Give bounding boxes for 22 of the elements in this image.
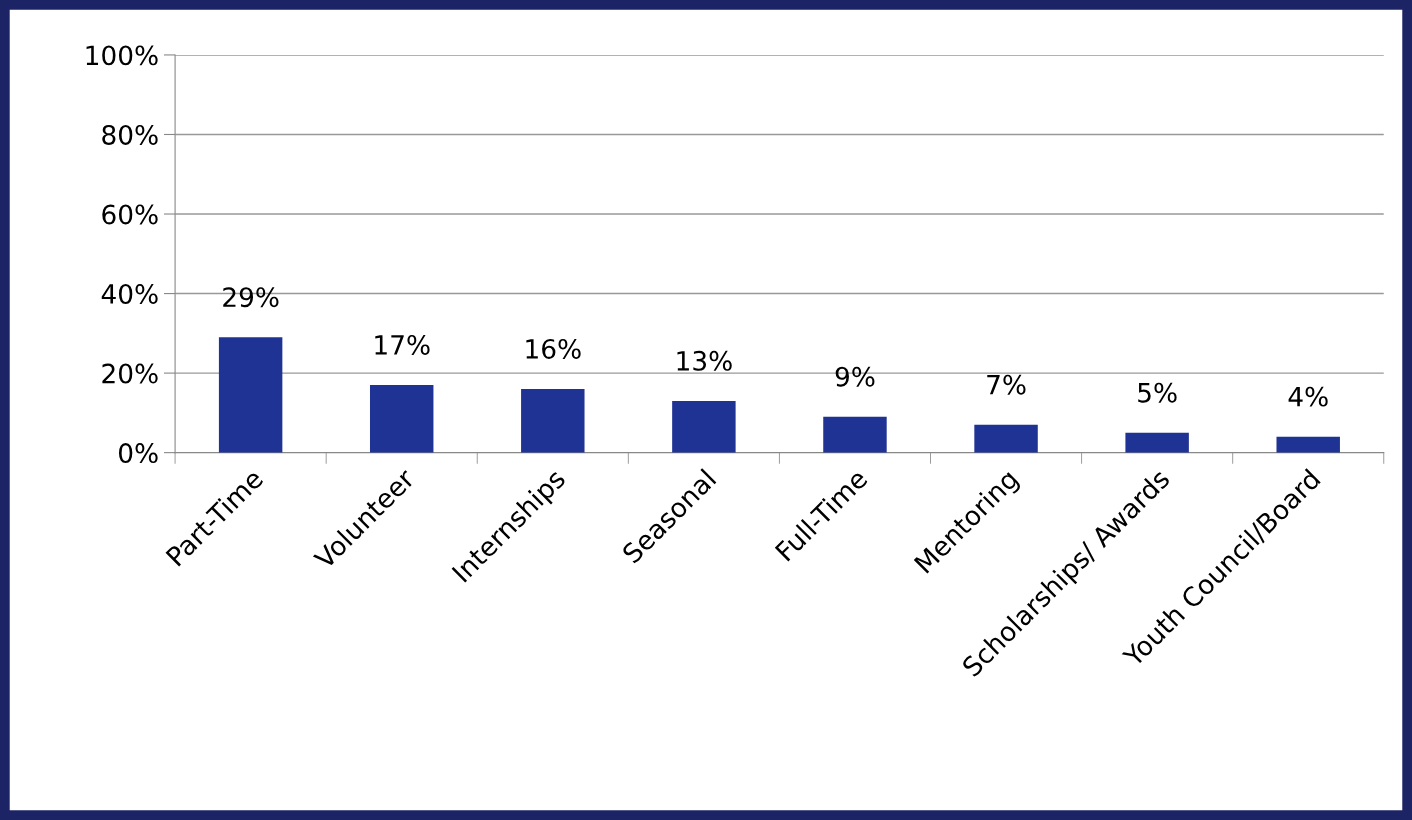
y-tick-label: 0% [118, 443, 158, 464]
y-tick-label: 40% [101, 284, 158, 304]
data-label: 9% [835, 366, 875, 387]
y-tick-label: 20% [102, 363, 158, 384]
bar [823, 416, 887, 453]
bar [369, 385, 434, 453]
y-tick-label: 100% [86, 45, 158, 66]
bar [672, 400, 736, 453]
bar [974, 424, 1038, 453]
y-tick-label: 60% [102, 204, 158, 225]
bar [521, 389, 585, 453]
bar [1125, 432, 1189, 453]
data-label: 29% [223, 287, 279, 308]
y-tick-label: 80% [102, 124, 158, 145]
data-label: 13% [677, 350, 732, 371]
data-label: 5% [1138, 382, 1177, 403]
data-label: 7% [987, 374, 1026, 395]
data-label: 16% [526, 338, 581, 359]
data-label: 17% [375, 334, 430, 355]
bar [1276, 436, 1340, 453]
bar [218, 337, 283, 453]
data-label: 4% [1288, 386, 1328, 407]
